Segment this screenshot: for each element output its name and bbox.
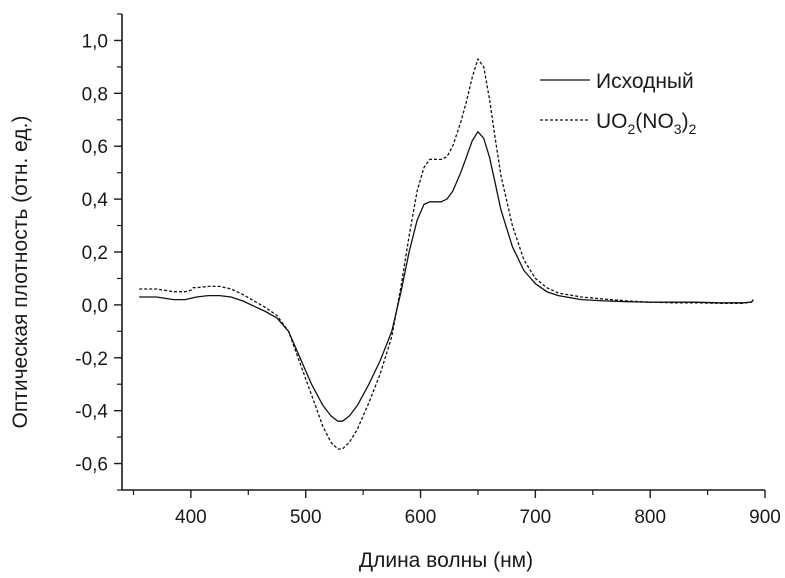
x-tick-label: 400 [175,507,207,528]
legend-subscript: 3 [674,121,682,137]
x-tick-label: 700 [520,507,552,528]
y-tick-label: -0,4 [75,402,108,423]
legend-label-uranyl-nitrate: UO2(NO3)2 [596,110,697,137]
legend-subscript: 2 [628,121,636,137]
series-line-uranyl-nitrate [139,58,754,450]
x-tick-label: 600 [405,507,437,528]
x-axis-label: Длина волны (нм) [359,549,533,572]
y-axis-label: Оптическая плотность (отн. ед.) [9,116,32,429]
y-tick-label: 0,2 [82,243,108,264]
plot-area [139,58,754,450]
axes: 400 500 600 700 800 900 -0,6 -0,4 -0,2 0,0 0,2 0,4 0… [75,13,781,528]
x-tick-label: 500 [290,507,322,528]
x-tick-label: 800 [634,507,666,528]
legend-subscript: 2 [689,121,697,137]
y-tick-label: 0,4 [82,190,109,211]
legend-text-part: (NO [635,110,674,133]
y-tick-label: 0,8 [82,84,108,105]
y-tick-label: -0,6 [75,455,108,476]
legend-text-part: ) [682,110,689,133]
y-tick-label: 0,6 [82,137,108,158]
y-tick-label: 0,0 [82,296,108,317]
y-tick-label: 1,0 [82,31,108,52]
series-line-initial [139,131,754,422]
x-tick-label: 900 [749,507,781,528]
y-tick-label: -0,2 [75,349,108,370]
legend-text-part: UO [596,110,628,133]
legend-label-initial: Исходный [596,70,694,93]
